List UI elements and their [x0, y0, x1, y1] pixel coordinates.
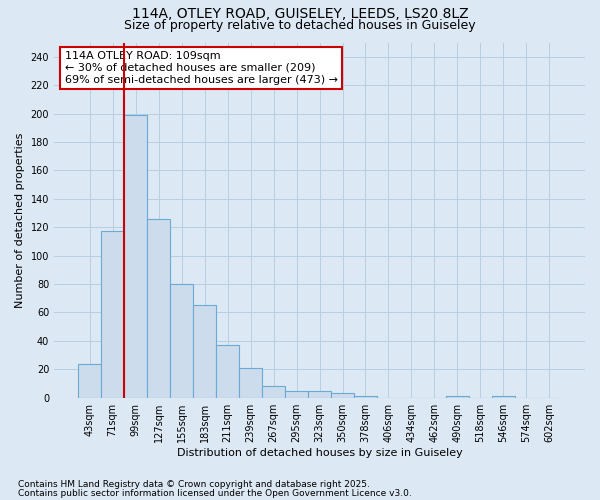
Text: 114A OTLEY ROAD: 109sqm
← 30% of detached houses are smaller (209)
69% of semi-d: 114A OTLEY ROAD: 109sqm ← 30% of detache… — [65, 52, 338, 84]
Text: Size of property relative to detached houses in Guiseley: Size of property relative to detached ho… — [124, 19, 476, 32]
Bar — [78, 364, 101, 398]
Bar — [193, 306, 216, 398]
Bar — [147, 218, 170, 398]
Y-axis label: Number of detached properties: Number of detached properties — [15, 132, 25, 308]
Bar — [262, 386, 285, 398]
Text: 114A, OTLEY ROAD, GUISELEY, LEEDS, LS20 8LZ: 114A, OTLEY ROAD, GUISELEY, LEEDS, LS20 … — [131, 8, 469, 22]
Bar — [492, 396, 515, 398]
Text: Contains HM Land Registry data © Crown copyright and database right 2025.: Contains HM Land Registry data © Crown c… — [18, 480, 370, 489]
Bar — [331, 394, 354, 398]
Bar — [446, 396, 469, 398]
Bar — [216, 345, 239, 398]
Bar — [354, 396, 377, 398]
Text: Contains public sector information licensed under the Open Government Licence v3: Contains public sector information licen… — [18, 488, 412, 498]
Bar — [101, 232, 124, 398]
Bar — [308, 390, 331, 398]
Bar — [170, 284, 193, 398]
X-axis label: Distribution of detached houses by size in Guiseley: Distribution of detached houses by size … — [176, 448, 463, 458]
Bar — [124, 115, 147, 398]
Bar — [285, 390, 308, 398]
Bar — [239, 368, 262, 398]
